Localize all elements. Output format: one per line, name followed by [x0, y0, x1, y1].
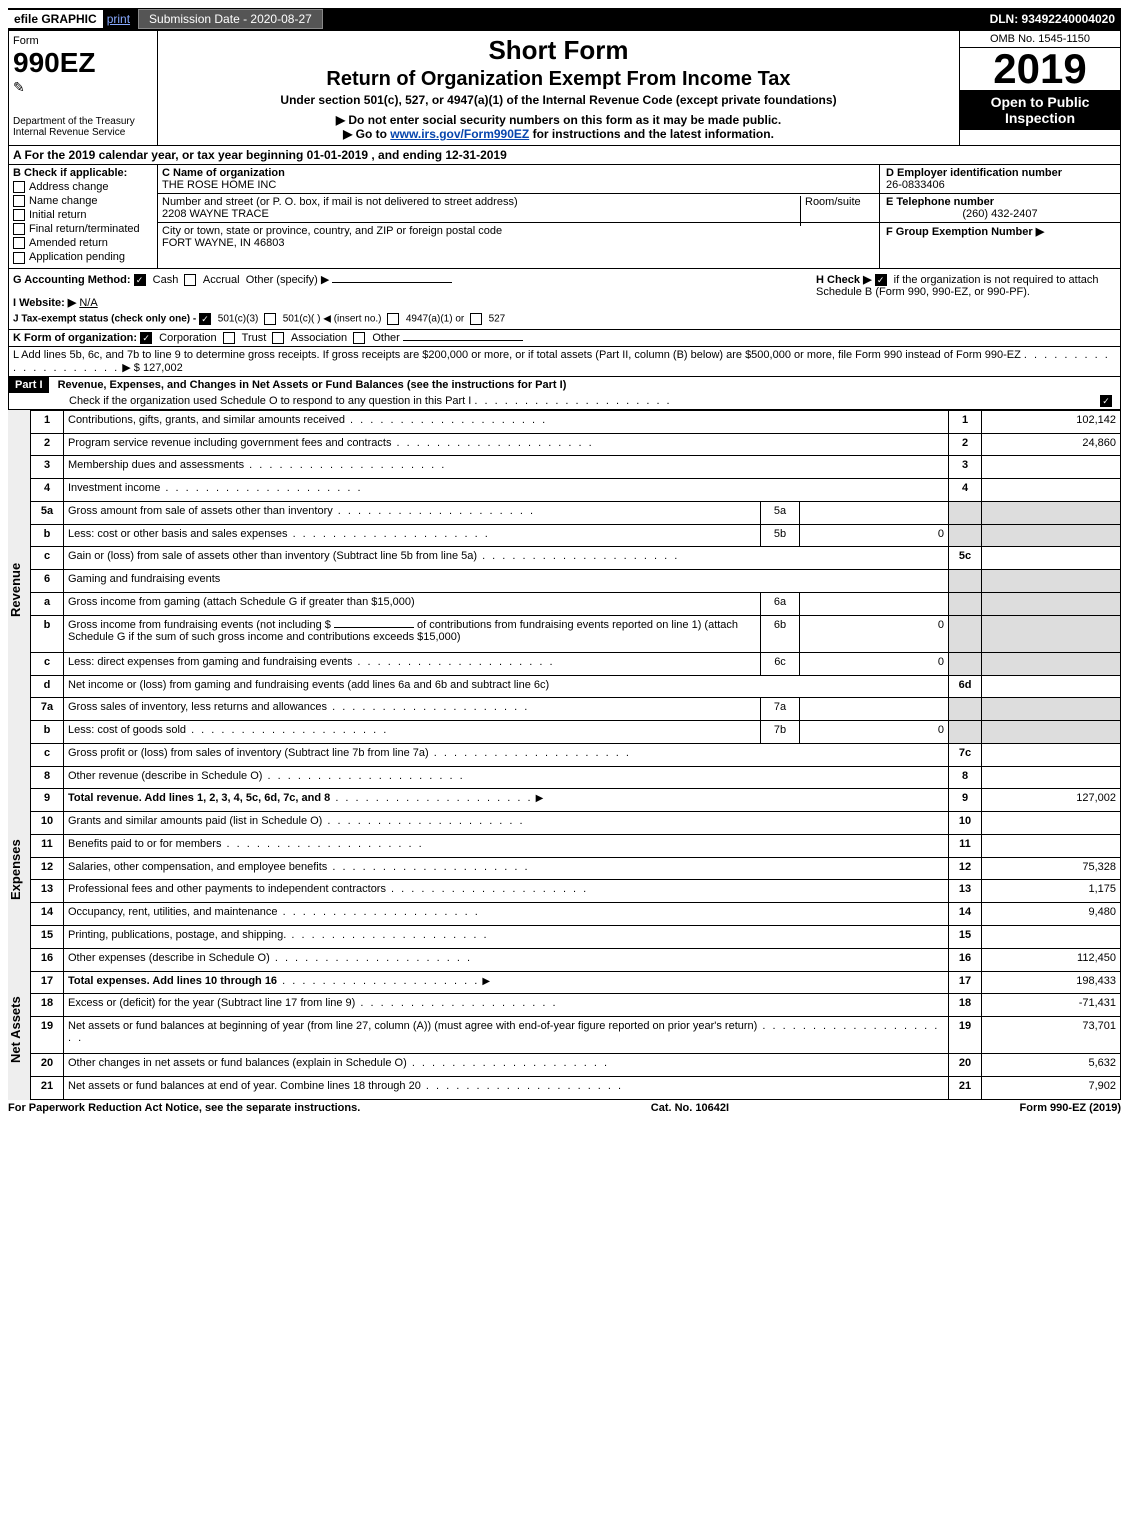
form-number: 990EZ: [13, 47, 153, 79]
checkbox-initial[interactable]: [13, 209, 25, 221]
b-label: B Check if applicable:: [13, 167, 153, 179]
vert-revenue: Revenue: [8, 410, 30, 780]
amt-9: 127,002: [982, 789, 1121, 812]
amt-2: 24,860: [982, 433, 1121, 456]
vert-net-assets: Net Assets: [8, 970, 30, 1100]
tax-year: 2019: [960, 48, 1120, 90]
group-exemption-label: F Group Exemption Number ▶: [886, 225, 1114, 238]
under-section: Under section 501(c), 527, or 4947(a)(1)…: [166, 93, 951, 107]
checkbox-trust[interactable]: [223, 332, 235, 344]
submission-date: Submission Date - 2020-08-27: [138, 9, 323, 29]
irs-label: Internal Revenue Service: [13, 127, 153, 138]
amt-14: 9,480: [982, 903, 1121, 926]
amt-18: -71,431: [982, 994, 1121, 1017]
amt-13: 1,175: [982, 880, 1121, 903]
i-label: I Website: ▶: [13, 297, 76, 309]
j-label: J Tax-exempt status (check only one) -: [13, 313, 199, 324]
line-k: K Form of organization: Corporation Trus…: [8, 330, 1121, 347]
section-bcd: B Check if applicable: Address change Na…: [8, 165, 1121, 269]
checkbox-other[interactable]: [353, 332, 365, 344]
checkbox-name[interactable]: [13, 195, 25, 207]
room-suite-label: Room/suite: [800, 196, 875, 226]
checkbox-assoc[interactable]: [272, 332, 284, 344]
checkbox-corp[interactable]: [140, 332, 152, 344]
part-i-tag: Part I: [9, 377, 49, 393]
checkbox-final[interactable]: [13, 223, 25, 235]
footer-center: Cat. No. 10642I: [651, 1102, 729, 1114]
city-label: City or town, state or province, country…: [162, 225, 875, 237]
part-i-check-text: Check if the organization used Schedule …: [69, 395, 471, 407]
checkbox-h[interactable]: [875, 274, 887, 286]
h-label: H Check ▶: [816, 274, 875, 286]
page-footer: For Paperwork Reduction Act Notice, see …: [8, 1100, 1121, 1116]
amt-17: 198,433: [982, 971, 1121, 994]
form-header: Form 990EZ ✎ Department of the Treasury …: [8, 30, 1121, 146]
org-name: THE ROSE HOME INC: [162, 179, 875, 191]
goto-line: ▶ Go to www.irs.gov/Form990EZ for instru…: [166, 127, 951, 141]
part-i-title: Revenue, Expenses, and Changes in Net As…: [52, 379, 567, 391]
phone-value: (260) 432-2407: [886, 208, 1114, 220]
part-i-header: Part I Revenue, Expenses, and Changes in…: [8, 377, 1121, 410]
lines-table: 1Contributions, gifts, grants, and simil…: [30, 410, 1121, 1100]
footer-left: For Paperwork Reduction Act Notice, see …: [8, 1102, 360, 1114]
checkbox-schedule-o[interactable]: [1100, 395, 1112, 407]
checkbox-cash[interactable]: [134, 274, 146, 286]
b-options: Address change Name change Initial retur…: [13, 181, 153, 264]
ein-value: 26-0833406: [886, 179, 1114, 191]
amt-16: 112,450: [982, 948, 1121, 971]
line-l-value: 127,002: [143, 362, 183, 374]
city-value: FORT WAYNE, IN 46803: [162, 237, 875, 249]
short-form-title: Short Form: [166, 35, 951, 66]
c-name-label: C Name of organization: [162, 167, 875, 179]
dln-label: DLN: 93492240004020: [990, 12, 1121, 26]
website-value: N/A: [79, 297, 97, 309]
efile-label: efile GRAPHIC: [8, 10, 103, 28]
vert-expenses: Expenses: [8, 780, 30, 970]
amt-20: 5,632: [982, 1054, 1121, 1077]
checkbox-501c3[interactable]: [199, 313, 211, 325]
checkbox-4947[interactable]: [387, 313, 399, 325]
print-link[interactable]: print: [107, 12, 130, 26]
line-a: A For the 2019 calendar year, or tax yea…: [8, 146, 1121, 165]
checkbox-pending[interactable]: [13, 252, 25, 264]
checkbox-accrual[interactable]: [184, 274, 196, 286]
top-bar: efile GRAPHIC print Submission Date - 20…: [8, 8, 1121, 30]
street-value: 2208 WAYNE TRACE: [162, 208, 795, 220]
ein-label: D Employer identification number: [886, 167, 1114, 179]
lines-container: Revenue Expenses Net Assets 1Contributio…: [8, 410, 1121, 1100]
amt-1: 102,142: [982, 410, 1121, 433]
g-label: G Accounting Method:: [13, 274, 134, 286]
checkbox-amended[interactable]: [13, 237, 25, 249]
amt-21: 7,902: [982, 1076, 1121, 1099]
row-gh: G Accounting Method: Cash Accrual Other …: [8, 269, 1121, 330]
checkbox-527[interactable]: [470, 313, 482, 325]
return-title: Return of Organization Exempt From Incom…: [166, 68, 951, 91]
footer-right: Form 990-EZ (2019): [1020, 1102, 1121, 1114]
ssn-notice: ▶ Do not enter social security numbers o…: [166, 113, 951, 127]
amt-19: 73,701: [982, 1017, 1121, 1054]
phone-label: E Telephone number: [886, 196, 1114, 208]
checkbox-address[interactable]: [13, 181, 25, 193]
dept-treasury: Department of the Treasury: [13, 116, 153, 127]
open-to-public: Open to Public Inspection: [960, 90, 1120, 130]
amt-12: 75,328: [982, 857, 1121, 880]
checkbox-501c[interactable]: [264, 313, 276, 325]
line-l: L Add lines 5b, 6c, and 7b to line 9 to …: [8, 347, 1121, 377]
irs-link[interactable]: www.irs.gov/Form990EZ: [390, 127, 529, 141]
street-label: Number and street (or P. O. box, if mail…: [162, 196, 795, 208]
form-label: Form: [13, 35, 153, 47]
